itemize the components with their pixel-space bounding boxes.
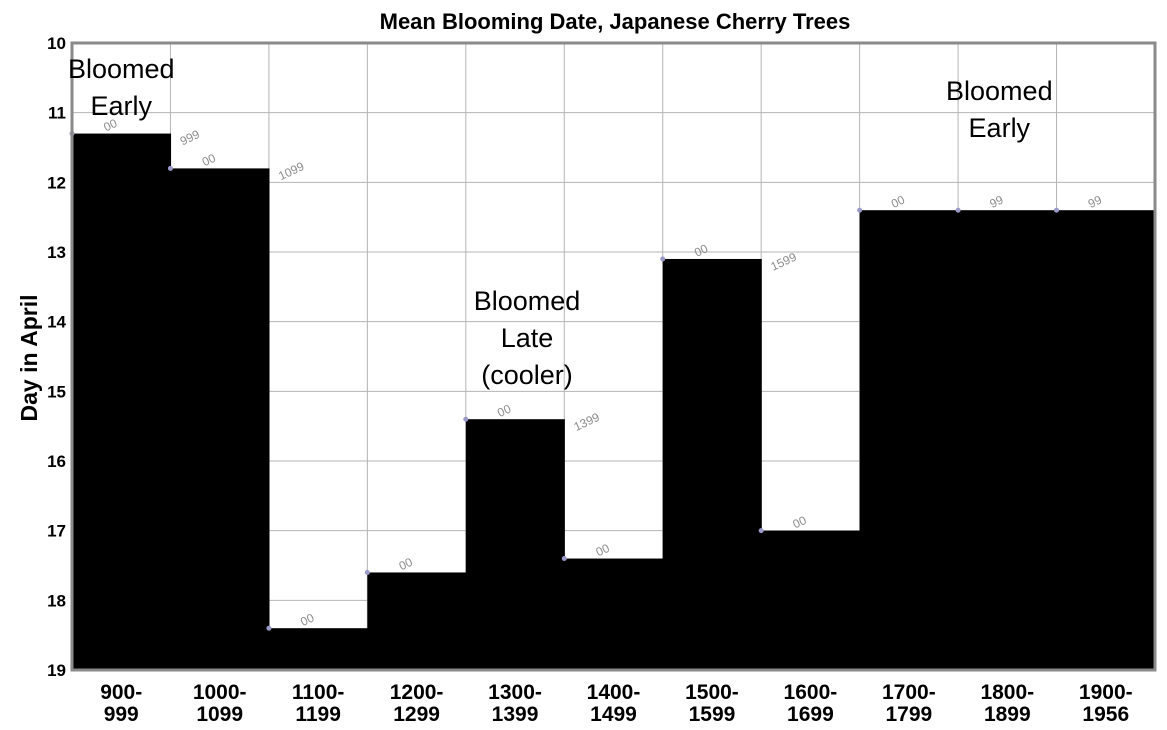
plot-frame (70, 41, 1157, 672)
y-tick-label: 19 (47, 661, 66, 680)
point-label: 00 (495, 401, 513, 419)
y-tick-label: 13 (47, 243, 66, 262)
bar (1056, 210, 1156, 670)
x-tick-label: 1000-1099 (193, 681, 247, 726)
point-label: 00 (889, 192, 907, 210)
x-tick-label: 1500-1599 (685, 681, 739, 726)
data-marker (758, 528, 764, 534)
data-marker (660, 256, 666, 262)
point-label: 99 (1086, 192, 1104, 210)
bar (170, 168, 270, 670)
bar (662, 258, 762, 670)
y-tick-label: 10 (47, 34, 66, 53)
bar (465, 419, 565, 670)
annotation: Bloomed Early (946, 76, 1053, 143)
y-tick-label: 12 (47, 173, 66, 192)
bar (268, 628, 368, 670)
bar (859, 210, 959, 670)
point-label: 1599 (769, 250, 799, 274)
bars (72, 133, 1156, 671)
data-marker (364, 569, 370, 575)
y-tick-label: 18 (47, 591, 66, 610)
y-axis-label: Day in April (16, 295, 42, 422)
x-tick-label: 1800-1899 (980, 681, 1034, 726)
data-marker (463, 416, 469, 422)
x-tick-labels: 900-999 1000-1099 1100-1199 1200-1299 1300-1… (100, 681, 1132, 726)
point-label: 999 (178, 127, 202, 148)
x-tick-label: 1900-1956 (1079, 681, 1133, 726)
data-marker (266, 625, 272, 631)
chart-title: Mean Blooming Date, Japanese Cherry Tree… (380, 9, 851, 34)
data-marker (1054, 207, 1060, 213)
point-label: 00 (692, 241, 710, 259)
x-tick-label: 1200-1299 (390, 681, 444, 726)
data-marker (167, 165, 173, 171)
x-tick-label: 1700-1799 (882, 681, 936, 726)
bar (72, 133, 172, 671)
bar (564, 558, 664, 670)
y-tick-label: 11 (48, 104, 66, 123)
point-label: 00 (298, 610, 316, 628)
x-tick-label: 1100-1199 (292, 681, 345, 726)
data-marker (561, 556, 567, 562)
annotation: Bloomed Early (68, 54, 175, 121)
y-tick-labels: 10 11 12 13 14 15 16 17 18 19 (47, 34, 66, 680)
y-tick-label: 17 (47, 522, 66, 541)
point-label: 1099 (276, 159, 306, 183)
annotation: Bloomed Late (cooler) (474, 286, 581, 390)
x-tick-label: 1300-1399 (488, 681, 542, 726)
point-label: 00 (101, 116, 119, 134)
point-label: 1399 (572, 410, 602, 434)
point-label: 00 (397, 555, 415, 573)
y-tick-label: 14 (47, 313, 66, 332)
data-marker (955, 207, 961, 213)
x-tick-label: 1400-1499 (587, 681, 641, 726)
data-marker (857, 207, 863, 213)
annotations: Bloomed Early Bloomed Late (cooler) Bloomed Ea… (68, 54, 1053, 390)
point-label: 99 (987, 192, 1005, 210)
bar (367, 572, 467, 670)
x-tick-label: 1600-1699 (784, 681, 838, 726)
bar (958, 210, 1058, 670)
point-label: 00 (791, 513, 809, 531)
bar (761, 530, 861, 670)
point-label: 00 (594, 541, 612, 559)
x-tick-label: 900-999 (100, 681, 142, 726)
y-tick-label: 16 (47, 452, 66, 471)
point-label: 00 (200, 151, 218, 169)
y-tick-label: 15 (47, 382, 66, 401)
